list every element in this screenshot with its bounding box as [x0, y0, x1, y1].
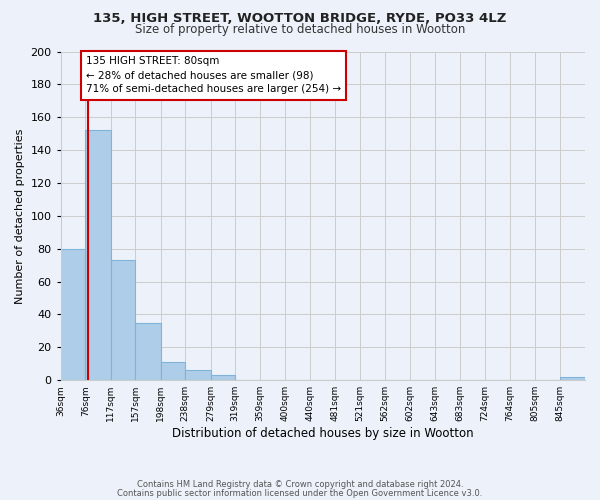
Bar: [560, 377, 585, 380]
Bar: [85, 130, 110, 380]
Bar: [110, 260, 136, 380]
Text: Contains public sector information licensed under the Open Government Licence v3: Contains public sector information licen…: [118, 488, 482, 498]
Text: 135, HIGH STREET, WOOTTON BRIDGE, RYDE, PO33 4LZ: 135, HIGH STREET, WOOTTON BRIDGE, RYDE, …: [94, 12, 506, 26]
Bar: [61, 248, 85, 380]
Y-axis label: Number of detached properties: Number of detached properties: [15, 128, 25, 304]
Text: Size of property relative to detached houses in Wootton: Size of property relative to detached ho…: [135, 22, 465, 36]
Bar: [161, 362, 185, 380]
X-axis label: Distribution of detached houses by size in Wootton: Distribution of detached houses by size …: [172, 427, 473, 440]
Bar: [211, 376, 235, 380]
Bar: [185, 370, 211, 380]
Text: 135 HIGH STREET: 80sqm
← 28% of detached houses are smaller (98)
71% of semi-det: 135 HIGH STREET: 80sqm ← 28% of detached…: [86, 56, 341, 94]
Bar: [136, 322, 161, 380]
Text: Contains HM Land Registry data © Crown copyright and database right 2024.: Contains HM Land Registry data © Crown c…: [137, 480, 463, 489]
